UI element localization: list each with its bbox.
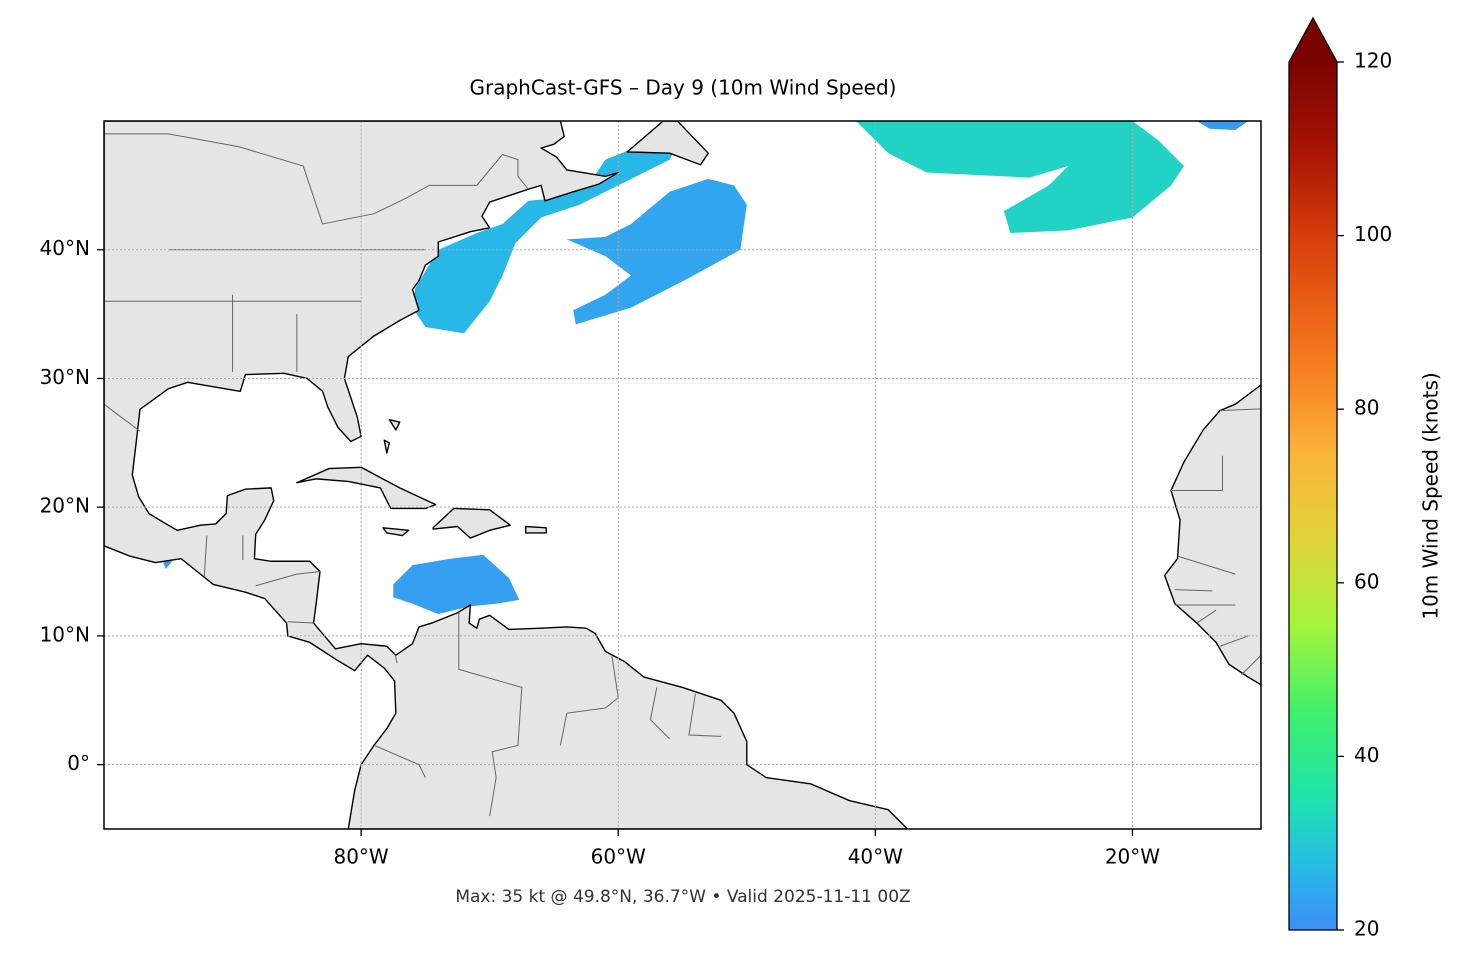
y-tick-label: 20°N <box>40 494 90 518</box>
wind-area <box>1196 121 1249 131</box>
puerto-rico <box>526 526 547 532</box>
cuba <box>297 467 436 508</box>
chart-title: GraphCast-GFS – Day 9 (10m Wind Speed) <box>470 76 897 100</box>
y-tick-label: 0° <box>67 751 90 775</box>
map-layers <box>104 121 1278 829</box>
wind-area <box>412 146 677 334</box>
wind-area <box>393 554 520 615</box>
wind-area <box>856 121 1184 233</box>
grid <box>104 121 1261 829</box>
x-tick-label: 20°W <box>1105 845 1160 869</box>
y-tick-label: 30°N <box>40 365 90 389</box>
colorbar-tick-label: 100 <box>1354 222 1392 246</box>
colorbar-tick-label: 80 <box>1354 396 1379 420</box>
colorbar-label: 10m Wind Speed (knots) <box>1419 372 1443 619</box>
americas <box>104 121 908 829</box>
plot-frame <box>103 120 1262 830</box>
borders <box>104 134 1278 816</box>
x-tick-label: 60°W <box>591 845 646 869</box>
jamaica <box>383 528 409 536</box>
colorbar-tick-label: 60 <box>1354 569 1379 593</box>
wind-area <box>566 178 747 325</box>
x-tick-label: 40°W <box>848 845 903 869</box>
colorbar-tick-label: 20 <box>1354 917 1379 941</box>
land <box>104 121 1278 829</box>
colorbar: 20 40 60 80 100 120 <box>1288 16 1392 941</box>
axes: 80°W 60°W 40°W 20°W 0° 10°N 20°N 30°N 40°N <box>40 236 1161 868</box>
colorbar-frame <box>1288 16 1338 931</box>
colorbar-scale <box>1289 62 1337 930</box>
africa <box>1165 385 1261 685</box>
colorbar-tick-label: 120 <box>1354 49 1392 73</box>
colorbar-extend <box>1289 18 1337 62</box>
bahamas <box>384 420 399 453</box>
map <box>104 121 1278 829</box>
hispaniola <box>433 508 510 538</box>
annotation: Max: 35 kt @ 49.8°N, 36.7°W • Valid 2025… <box>455 887 910 907</box>
y-tick-label: 40°N <box>40 236 90 260</box>
wind-layer <box>161 121 1249 615</box>
y-tick-label: 10°N <box>40 622 90 646</box>
colorbar-tick-label: 40 <box>1354 743 1379 767</box>
x-tick-label: 80°W <box>333 845 388 869</box>
